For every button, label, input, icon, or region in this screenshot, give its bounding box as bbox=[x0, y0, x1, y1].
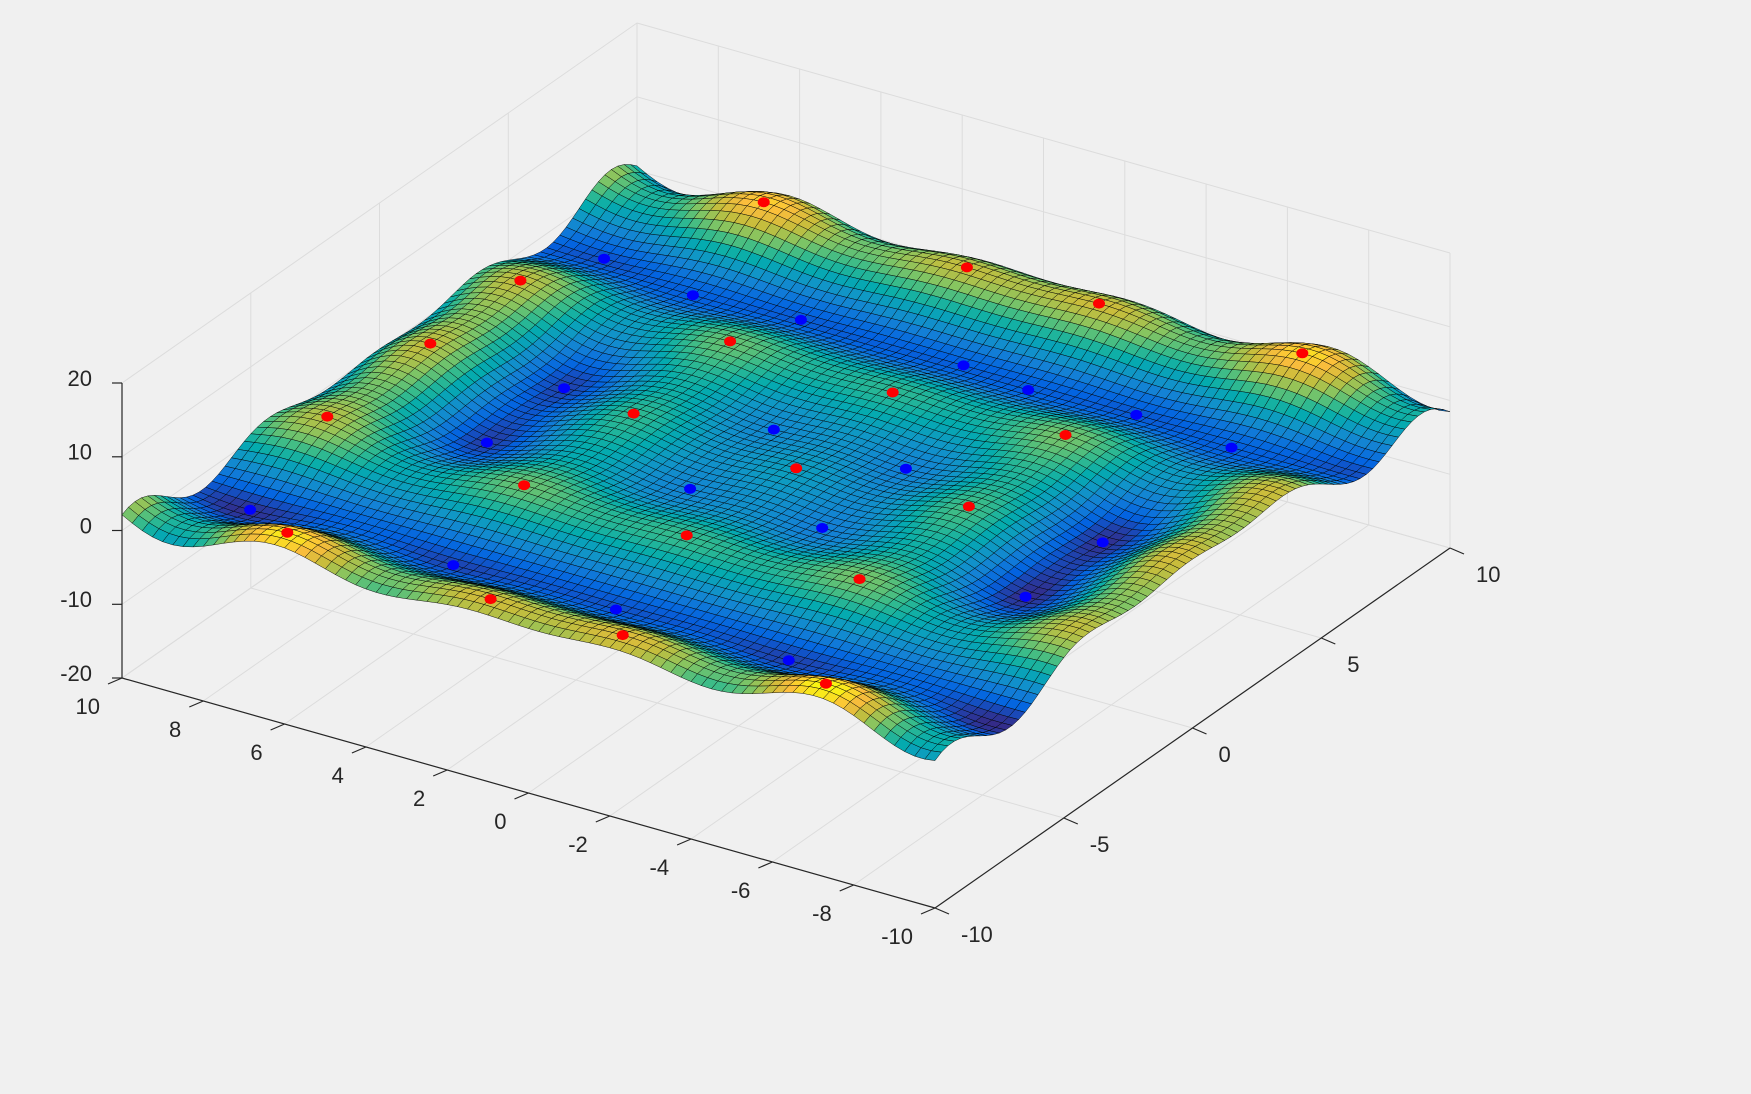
x-tick bbox=[432, 769, 448, 777]
x-tick bbox=[676, 838, 692, 846]
y-tick bbox=[1192, 727, 1207, 735]
x-tick bbox=[758, 861, 773, 869]
x-tick bbox=[595, 815, 611, 823]
x-tick bbox=[351, 746, 367, 754]
y-tick bbox=[1321, 637, 1336, 645]
y-tick bbox=[934, 907, 950, 915]
axes bbox=[107, 382, 1465, 915]
grid-line-y bbox=[250, 587, 1064, 819]
x-tick bbox=[839, 884, 854, 892]
x-tick bbox=[189, 700, 204, 708]
x-tick bbox=[514, 792, 529, 800]
x-tick bbox=[920, 907, 936, 915]
x-tick bbox=[270, 723, 285, 731]
surface-mesh bbox=[121, 164, 1451, 761]
y-tick bbox=[1449, 547, 1465, 555]
x-tick bbox=[107, 677, 123, 685]
y-tick bbox=[1063, 817, 1079, 825]
